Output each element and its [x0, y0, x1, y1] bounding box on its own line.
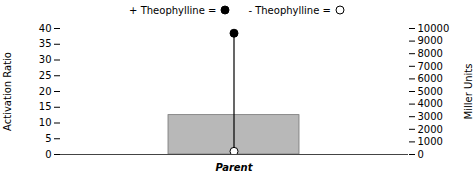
svg-text:5000: 5000 [418, 86, 443, 97]
svg-text:40: 40 [39, 23, 52, 34]
svg-text:7000: 7000 [418, 61, 443, 72]
svg-text:6000: 6000 [418, 73, 443, 84]
svg-text:Miller Units: Miller Units [463, 64, 474, 120]
html-text:- Theophylline =: - Theophylline = [248, 4, 331, 16]
svg-text:1000: 1000 [418, 136, 443, 147]
svg-text:4000: 4000 [418, 98, 443, 109]
svg-text:Parent: Parent [215, 162, 253, 173]
svg-text:35: 35 [39, 38, 52, 49]
svg-text:Activation Ratio: Activation Ratio [2, 52, 13, 131]
svg-text:9000: 9000 [418, 35, 443, 46]
svg-text:10: 10 [39, 117, 52, 128]
svg-text:10000: 10000 [418, 23, 450, 34]
svg-text:20: 20 [39, 86, 52, 97]
svg-text:25: 25 [39, 70, 52, 81]
svg-text:3000: 3000 [418, 111, 443, 122]
svg-text:0: 0 [45, 149, 51, 160]
svg-text:2000: 2000 [418, 124, 443, 135]
svg-text:8000: 8000 [418, 48, 443, 59]
svg-text:5: 5 [45, 133, 51, 144]
svg-text:15: 15 [39, 101, 52, 112]
svg-text:30: 30 [39, 54, 52, 65]
svg-text:0: 0 [418, 149, 424, 160]
html-text:+ Theophylline =: + Theophylline = [129, 4, 217, 16]
